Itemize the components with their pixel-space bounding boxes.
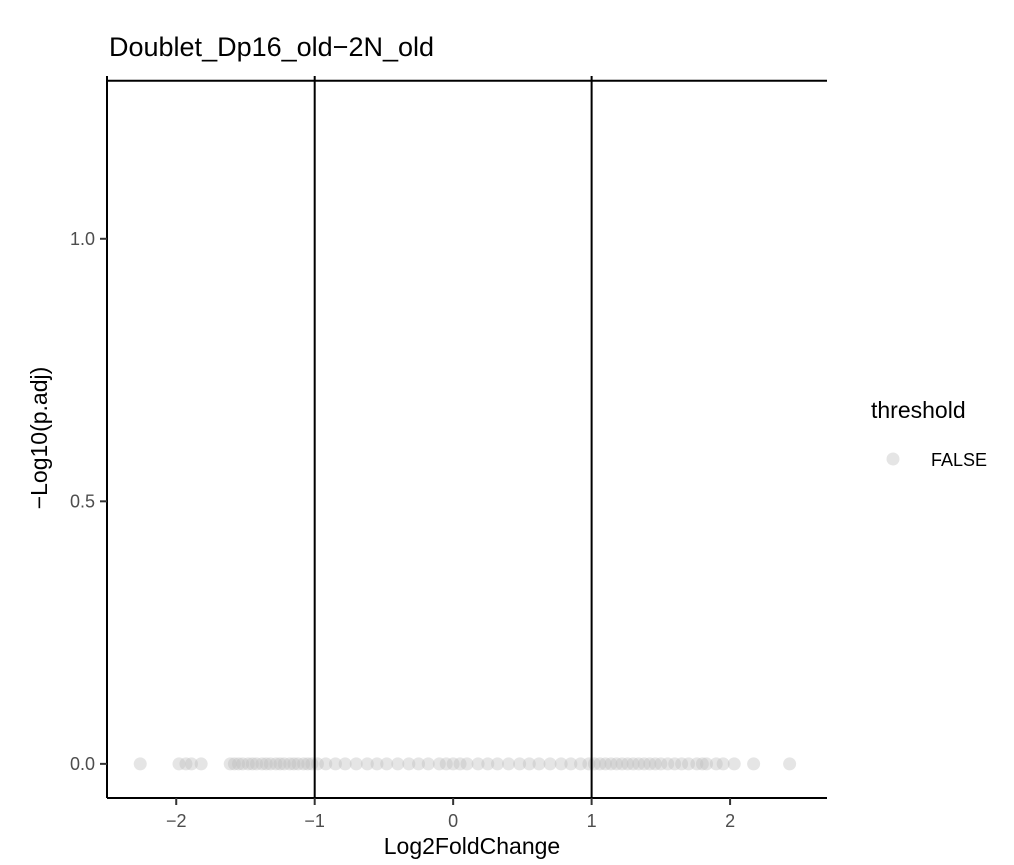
y-tick-label: 0.5 [70, 491, 95, 511]
data-point [574, 757, 588, 771]
data-point [783, 757, 797, 771]
data-point [283, 757, 297, 771]
data-point [502, 757, 516, 771]
data-point [610, 757, 624, 771]
data-point [543, 757, 557, 771]
data-point [287, 757, 301, 771]
x-tick-label: −2 [166, 811, 187, 831]
data-point [648, 757, 662, 771]
data-point [747, 757, 761, 771]
chart-title: Doublet_Dp16_old−2N_old [109, 32, 434, 62]
data-point [709, 757, 723, 771]
y-axis-ticks: 0.0 0.5 1.0 [70, 229, 107, 774]
data-point [319, 757, 333, 771]
data-point [250, 757, 264, 771]
legend: threshold FALSE [871, 397, 987, 470]
x-axis-title: Log2FoldChange [384, 833, 560, 859]
y-tick-label: 1.0 [70, 229, 95, 249]
data-point [338, 757, 352, 771]
data-point [349, 757, 363, 771]
x-tick-label: −1 [304, 811, 325, 831]
legend-label-false: FALSE [931, 450, 987, 470]
data-point [700, 757, 714, 771]
data-point [481, 757, 495, 771]
data-point [727, 757, 741, 771]
data-point [391, 757, 405, 771]
data-point [637, 757, 651, 771]
data-point [716, 757, 730, 771]
data-point [245, 757, 259, 771]
x-axis-ticks: −2 −1 0 1 2 [166, 798, 735, 831]
data-point [297, 757, 311, 771]
x-tick-label: 0 [448, 811, 458, 831]
data-point [179, 757, 193, 771]
data-point [632, 757, 646, 771]
data-point [277, 757, 291, 771]
data-point [301, 757, 315, 771]
data-point [291, 757, 305, 771]
data-point [513, 757, 527, 771]
data-point [675, 757, 689, 771]
data-point [269, 757, 283, 771]
data-point [446, 757, 460, 771]
data-point [661, 757, 675, 771]
data-point [328, 757, 342, 771]
data-point [380, 757, 394, 771]
data-point [227, 757, 241, 771]
data-point [370, 757, 384, 771]
data-point [259, 757, 273, 771]
data-point [460, 757, 474, 771]
data-point [255, 757, 269, 771]
data-point [626, 757, 640, 771]
data-point [593, 757, 607, 771]
data-point [133, 757, 147, 771]
data-point [643, 757, 657, 771]
data-point [360, 757, 374, 771]
data-point [223, 757, 237, 771]
reference-lines [107, 76, 827, 798]
data-point [432, 757, 446, 771]
data-point [490, 757, 504, 771]
data-point [682, 757, 696, 771]
data-point [564, 757, 578, 771]
data-point [236, 757, 250, 771]
data-point [263, 757, 277, 771]
data-point [615, 757, 629, 771]
data-points [133, 757, 797, 771]
data-point [668, 757, 682, 771]
y-tick-label: 0.0 [70, 754, 95, 774]
data-point [412, 757, 426, 771]
data-point [471, 757, 485, 771]
data-point [194, 757, 208, 771]
data-point [604, 757, 618, 771]
data-point [695, 757, 709, 771]
data-point [532, 757, 546, 771]
data-point [232, 757, 246, 771]
data-point [172, 757, 186, 771]
data-point [273, 757, 287, 771]
data-point [690, 757, 704, 771]
data-point [241, 757, 255, 771]
data-point [439, 757, 453, 771]
data-point [402, 757, 416, 771]
data-point [453, 757, 467, 771]
data-point [621, 757, 635, 771]
x-tick-label: 1 [587, 811, 597, 831]
legend-key-false [886, 452, 900, 466]
data-point [421, 757, 435, 771]
x-tick-label: 2 [725, 811, 735, 831]
data-point [554, 757, 568, 771]
data-point [184, 757, 198, 771]
data-point [522, 757, 536, 771]
data-point [598, 757, 612, 771]
y-axis-title: −Log10(p.adj) [26, 367, 52, 510]
legend-title: threshold [871, 397, 966, 423]
data-point [654, 757, 668, 771]
